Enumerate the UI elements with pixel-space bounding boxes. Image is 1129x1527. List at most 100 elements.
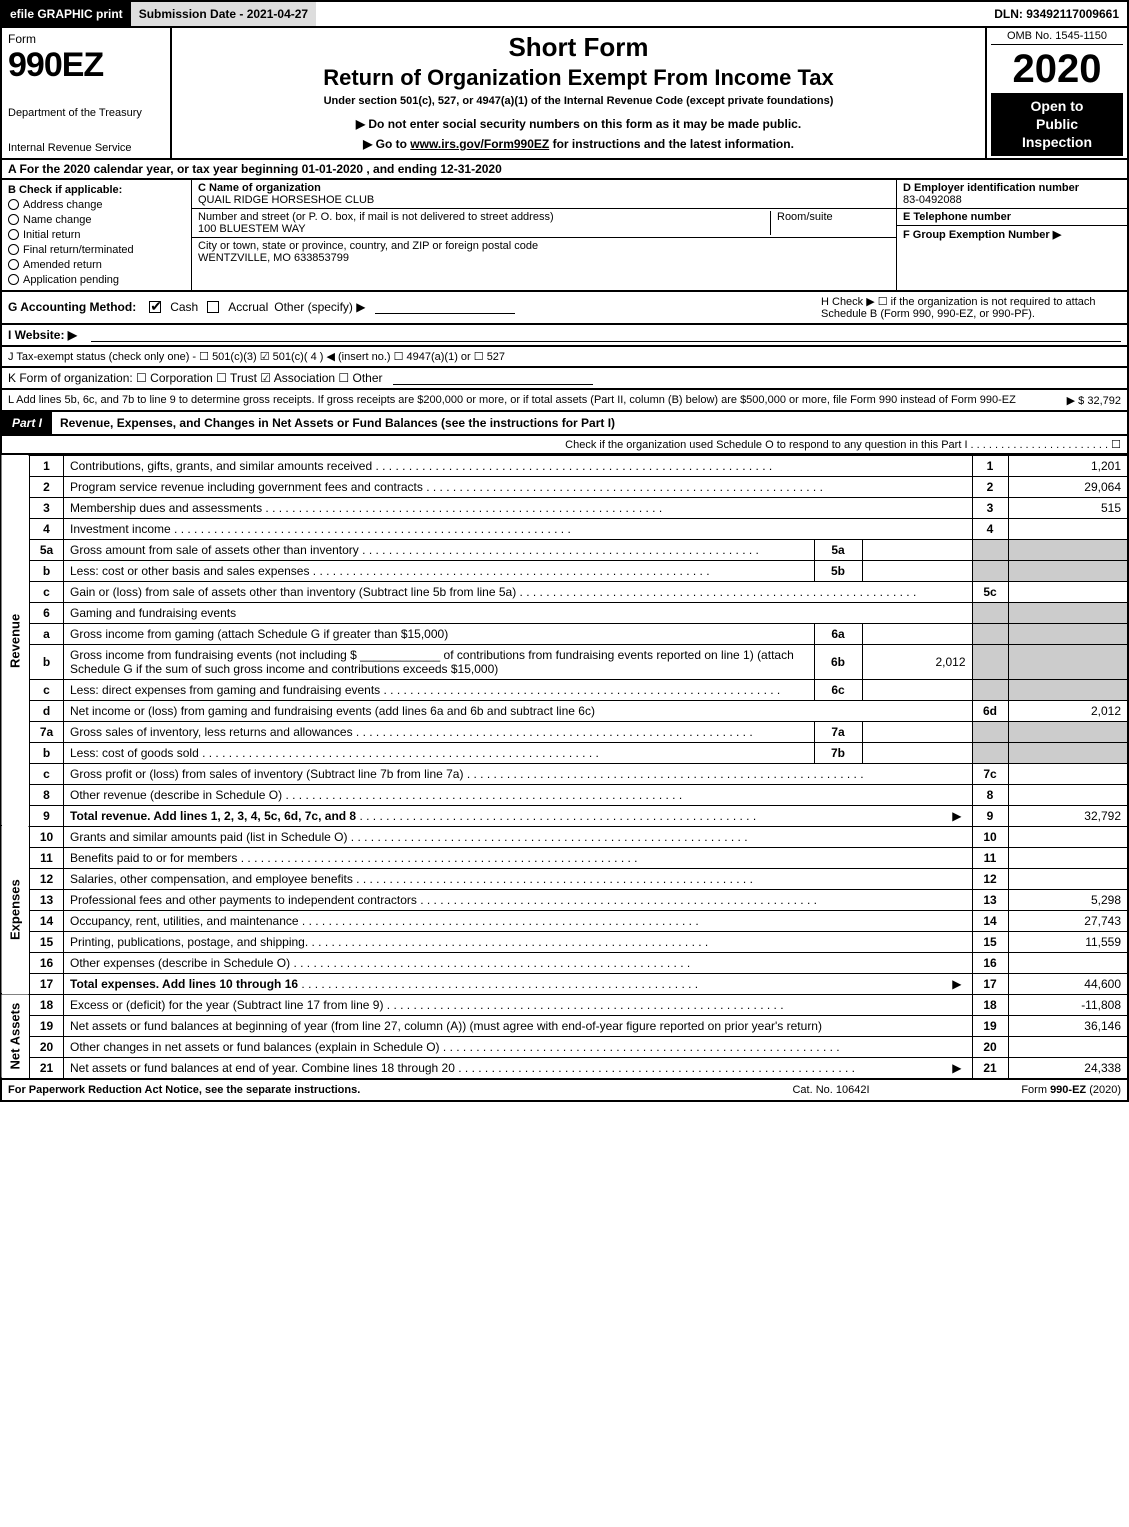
lbl-cash: Cash xyxy=(170,300,198,314)
row-amt xyxy=(1008,868,1128,889)
col-b-checkboxes: B Check if applicable: Address change Na… xyxy=(2,180,192,290)
row-desc: Net income or (loss) from gaming and fun… xyxy=(70,704,966,718)
subval xyxy=(862,623,972,644)
omb-number: OMB No. 1545-1150 xyxy=(991,30,1123,45)
row-lineno: 7c xyxy=(972,763,1008,784)
row-num: 17 xyxy=(30,973,64,994)
row-amt: 5,298 xyxy=(1008,889,1128,910)
irs-link[interactable]: www.irs.gov/Form990EZ xyxy=(410,137,549,151)
goto-pre: ▶ Go to xyxy=(363,137,410,151)
row-num: b xyxy=(30,560,64,581)
row-num: 21 xyxy=(30,1057,64,1079)
chk-name-change[interactable] xyxy=(8,214,19,225)
tel-label: E Telephone number xyxy=(903,211,1121,223)
row-desc: Gaming and fundraising events xyxy=(64,602,973,623)
subbox: 6a xyxy=(814,623,862,644)
org-address: 100 BLUESTEM WAY xyxy=(198,223,770,235)
row-amt: 44,600 xyxy=(1008,973,1128,994)
side-revenue: Revenue xyxy=(1,455,30,826)
arrow-icon: ▶ xyxy=(952,809,961,823)
city-label: City or town, state or province, country… xyxy=(198,240,884,252)
row-lineno: 10 xyxy=(972,826,1008,847)
part-i-schedule-o: Check if the organization used Schedule … xyxy=(0,436,1129,455)
row-desc: Gain or (loss) from sale of assets other… xyxy=(70,585,966,599)
row-desc: Occupancy, rent, utilities, and maintena… xyxy=(70,914,966,928)
ein-value: 83-0492088 xyxy=(903,194,1121,206)
chk-initial-return[interactable] xyxy=(8,229,19,240)
footer-form-ref: Form 990-EZ (2020) xyxy=(921,1084,1121,1096)
row-desc: Gross profit or (loss) from sales of inv… xyxy=(70,767,966,781)
row-amt xyxy=(1008,539,1128,560)
side-net-assets: Net Assets xyxy=(1,994,30,1079)
subval xyxy=(862,679,972,700)
row-num: 9 xyxy=(30,805,64,826)
ein-label: D Employer identification number xyxy=(903,182,1121,194)
title-return: Return of Organization Exempt From Incom… xyxy=(180,65,977,91)
lbl-amended-return: Amended return xyxy=(23,259,102,271)
row-lineno: 21 xyxy=(972,1057,1008,1079)
chk-amended-return[interactable] xyxy=(8,259,19,270)
chk-application-pending[interactable] xyxy=(8,274,19,285)
efile-label[interactable]: efile GRAPHIC print xyxy=(2,2,131,26)
row-num: 16 xyxy=(30,952,64,973)
row-lineno: 14 xyxy=(972,910,1008,931)
entity-block: B Check if applicable: Address change Na… xyxy=(0,180,1129,292)
row-lineno: 2 xyxy=(972,476,1008,497)
row-num: 3 xyxy=(30,497,64,518)
subbox: 5a xyxy=(814,539,862,560)
row-lineno: 6d xyxy=(972,700,1008,721)
row-desc: Total expenses. Add lines 10 through 16 xyxy=(70,977,298,991)
row-num: 12 xyxy=(30,868,64,889)
row-amt: 515 xyxy=(1008,497,1128,518)
line-k-text: K Form of organization: ☐ Corporation ☐ … xyxy=(8,371,383,385)
subbox: 5b xyxy=(814,560,862,581)
org-city: WENTZVILLE, MO 633853799 xyxy=(198,252,890,264)
row-amt: 11,559 xyxy=(1008,931,1128,952)
row-desc: Gross sales of inventory, less returns a… xyxy=(70,725,808,739)
chk-cash[interactable] xyxy=(149,301,161,313)
line-l: L Add lines 5b, 6c, and 7b to line 9 to … xyxy=(0,390,1129,412)
row-num: 7a xyxy=(30,721,64,742)
row-amt xyxy=(1008,952,1128,973)
row-desc: Total revenue. Add lines 1, 2, 3, 4, 5c,… xyxy=(70,809,356,823)
form-header: Form 990EZ Department of the Treasury In… xyxy=(0,28,1129,160)
lbl-other: Other (specify) ▶ xyxy=(274,300,365,314)
row-num: c xyxy=(30,763,64,784)
lbl-final-return: Final return/terminated xyxy=(23,244,134,256)
chk-accrual[interactable] xyxy=(207,301,219,313)
row-desc: Program service revenue including govern… xyxy=(70,480,966,494)
row-desc: Net assets or fund balances at beginning… xyxy=(64,1015,973,1036)
row-lineno: 20 xyxy=(972,1036,1008,1057)
row-amt xyxy=(1008,518,1128,539)
part-i-title: Revenue, Expenses, and Changes in Net As… xyxy=(52,412,1127,434)
row-desc: Professional fees and other payments to … xyxy=(70,893,966,907)
row-amt xyxy=(1008,826,1128,847)
line-g-label: G Accounting Method: xyxy=(8,300,136,314)
addr-label: Number and street (or P. O. box, if mail… xyxy=(198,211,764,223)
chk-address-change[interactable] xyxy=(8,199,19,210)
row-amt xyxy=(1008,784,1128,805)
chk-final-return[interactable] xyxy=(8,244,19,255)
subval xyxy=(862,721,972,742)
row-num: 11 xyxy=(30,847,64,868)
row-desc: Net assets or fund balances at end of ye… xyxy=(70,1061,948,1075)
row-lineno: 15 xyxy=(972,931,1008,952)
row-num: 6 xyxy=(30,602,64,623)
page-footer: For Paperwork Reduction Act Notice, see … xyxy=(0,1080,1129,1102)
subval: 2,012 xyxy=(862,644,972,679)
row-lineno: 19 xyxy=(972,1015,1008,1036)
line-h: H Check ▶ ☐ if the organization is not r… xyxy=(821,295,1121,320)
row-num: 19 xyxy=(30,1015,64,1036)
row-amt: 2,012 xyxy=(1008,700,1128,721)
row-num: 1 xyxy=(30,455,64,476)
row-lineno xyxy=(972,539,1008,560)
line-a-tax-year: A For the 2020 calendar year, or tax yea… xyxy=(0,160,1129,180)
line-j: J Tax-exempt status (check only one) - ☐… xyxy=(0,347,1129,368)
line-k: K Form of organization: ☐ Corporation ☐ … xyxy=(0,368,1129,390)
form-word: Form xyxy=(8,32,164,46)
row-lineno: 8 xyxy=(972,784,1008,805)
part-i-header: Part I Revenue, Expenses, and Changes in… xyxy=(0,412,1129,436)
row-num: 2 xyxy=(30,476,64,497)
row-amt xyxy=(1008,763,1128,784)
tax-year: 2020 xyxy=(991,49,1123,89)
